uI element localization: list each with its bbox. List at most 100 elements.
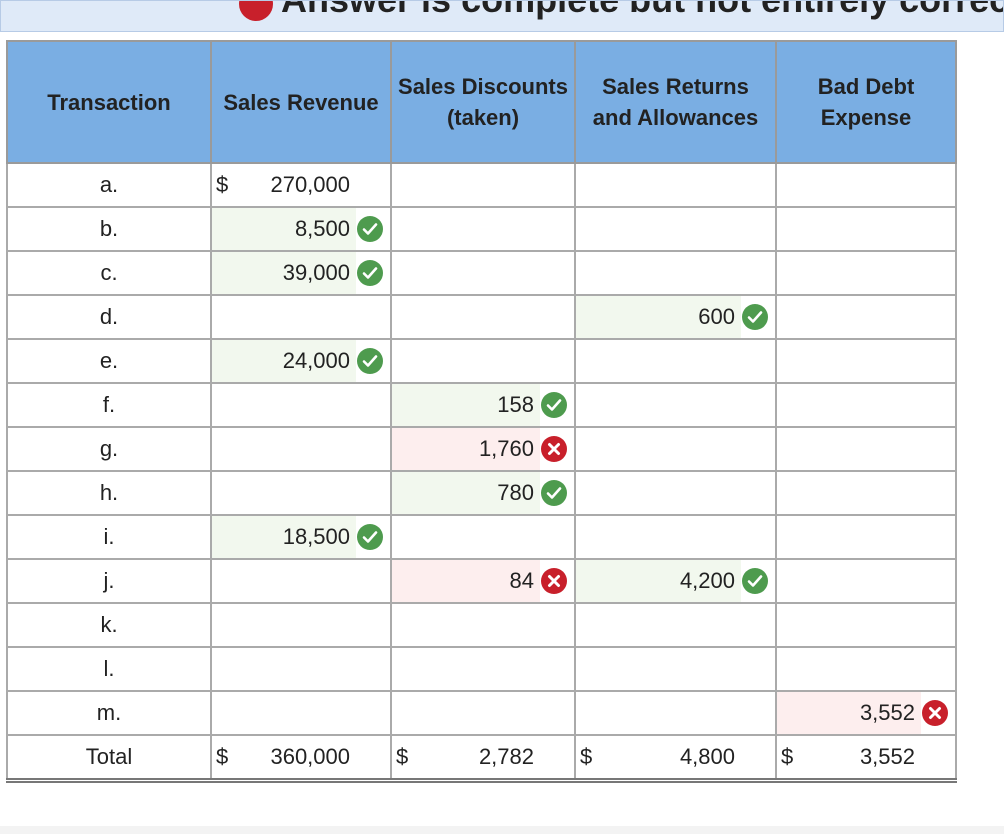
amount-cell: 780 (390, 470, 576, 516)
amount-value: 8,500 (294, 216, 350, 241)
amount-cell: $4,800 (574, 734, 777, 783)
amount-value: 39,000 (282, 260, 350, 285)
amount-cell (210, 602, 392, 648)
currency-sign: $ (781, 744, 794, 769)
amount-cell (574, 690, 777, 736)
amount-cell: $2,782 (390, 734, 576, 783)
amount-cell (574, 514, 777, 560)
cell-content: 18,500 (212, 516, 390, 558)
amount-cell: 24,000 (210, 338, 392, 384)
cell-content: 24,000 (212, 340, 390, 382)
status-slot (540, 567, 574, 595)
amount-value: 270,000 (270, 172, 350, 197)
table-row: Total $360,000 $2,782 $4,800 $3,552 (6, 734, 957, 783)
amount: $360,000 (212, 736, 356, 778)
amount-cell (210, 690, 392, 736)
amount-cell: 3,552 (775, 690, 957, 736)
amount: $3,552 (777, 736, 921, 778)
amount-value: 84 (509, 568, 534, 593)
table-row: h. 780 (6, 470, 957, 516)
currency-sign: $ (216, 744, 229, 769)
row-label: h. (6, 470, 212, 516)
incorrect-icon (541, 568, 567, 594)
currency-sign: $ (580, 744, 593, 769)
amount: $270,000 (212, 164, 356, 206)
cell-content: 1,760 (392, 428, 574, 470)
column-header: Sales Returns and Allowances (574, 40, 777, 164)
amount-cell (210, 426, 392, 472)
status-slot (356, 259, 390, 287)
amount-cell (574, 470, 777, 516)
cell-content: 3,552 (777, 692, 955, 734)
amount: 158 (392, 384, 540, 426)
column-header: Transaction (6, 40, 212, 164)
amount-cell (775, 558, 957, 604)
status-slot (356, 347, 390, 375)
table-row: c. 39,000 (6, 250, 957, 296)
banner-text: Answer is complete but not entirely corr… (281, 1, 1003, 21)
amount-cell (574, 646, 777, 692)
cell-content: $4,800 (576, 736, 775, 778)
amount-cell (775, 514, 957, 560)
cell-content: 39,000 (212, 252, 390, 294)
footer-bar (0, 826, 1004, 834)
table-row: b. 8,500 (6, 206, 957, 252)
column-header: Sales Discounts (taken) (390, 40, 576, 164)
cell-content: 4,200 (576, 560, 775, 602)
amount-cell: $270,000 (210, 162, 392, 208)
amount-cell (390, 162, 576, 208)
status-slot (356, 523, 390, 551)
amount: 780 (392, 472, 540, 514)
amount-cell: 1,760 (390, 426, 576, 472)
column-header: Sales Revenue (210, 40, 392, 164)
cell-content: $360,000 (212, 736, 390, 778)
amount-cell (775, 250, 957, 296)
row-label: f. (6, 382, 212, 428)
amount-cell (574, 338, 777, 384)
correct-icon (742, 568, 768, 594)
amount-cell (390, 646, 576, 692)
amount: 4,200 (576, 560, 741, 602)
row-label: Total (6, 734, 212, 783)
table-row: g. 1,760 (6, 426, 957, 472)
cell-content: $270,000 (212, 164, 390, 206)
amount-value: 24,000 (282, 348, 350, 373)
status-slot (741, 567, 775, 595)
amount-cell (574, 426, 777, 472)
status-slot (921, 699, 955, 727)
amount-cell: $360,000 (210, 734, 392, 783)
amount-value: 780 (497, 480, 534, 505)
amount: 84 (392, 560, 540, 602)
amount: 39,000 (212, 252, 356, 294)
amount-cell (574, 250, 777, 296)
row-label: i. (6, 514, 212, 560)
amount-value: 158 (497, 392, 534, 417)
amount-value: 18,500 (282, 524, 350, 549)
amount-cell: 84 (390, 558, 576, 604)
amount-cell (390, 206, 576, 252)
amount: 18,500 (212, 516, 356, 558)
header-row: Transaction Sales Revenue Sales Discounts … (6, 40, 957, 164)
row-label: k. (6, 602, 212, 648)
amount-cell (574, 162, 777, 208)
amount-cell (775, 206, 957, 252)
cell-content: $2,782 (392, 736, 574, 778)
table-row: f. 158 (6, 382, 957, 428)
amount-cell: 600 (574, 294, 777, 340)
amount-cell: 8,500 (210, 206, 392, 252)
amount-cell (775, 646, 957, 692)
amount-cell (210, 646, 392, 692)
amount-value: 3,552 (859, 744, 915, 769)
correct-icon (357, 216, 383, 242)
amount-value: 4,800 (679, 744, 735, 769)
amount: 600 (576, 296, 741, 338)
amount-value: 600 (698, 304, 735, 329)
status-slot (741, 303, 775, 331)
status-slot (540, 391, 574, 419)
row-label: m. (6, 690, 212, 736)
row-label: c. (6, 250, 212, 296)
column-header: Bad Debt Expense (775, 40, 957, 164)
amount-cell (390, 250, 576, 296)
amount-value: 360,000 (270, 744, 350, 769)
